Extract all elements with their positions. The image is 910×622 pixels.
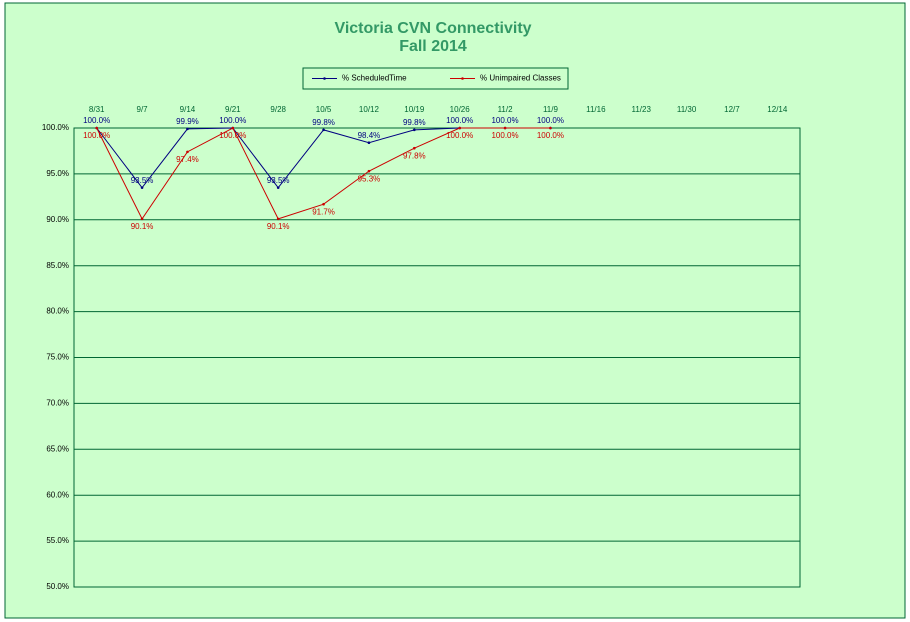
legend-label: % Unimpaired Classes bbox=[480, 74, 561, 83]
y-tick-label: 100.0% bbox=[42, 123, 69, 132]
data-label: 100.0% bbox=[219, 116, 246, 125]
data-label: 100.0% bbox=[219, 131, 246, 140]
point bbox=[186, 127, 189, 131]
data-label: 100.0% bbox=[491, 116, 518, 125]
x-tick-label: 9/28 bbox=[270, 105, 286, 114]
point bbox=[413, 128, 416, 132]
x-tick-label: 11/9 bbox=[543, 105, 559, 114]
legend bbox=[302, 67, 569, 90]
data-label: 93.5% bbox=[131, 176, 154, 185]
x-tick-label: 9/21 bbox=[225, 105, 241, 114]
data-label: 100.0% bbox=[446, 116, 473, 125]
data-label: 99.8% bbox=[403, 118, 426, 127]
point bbox=[276, 217, 280, 221]
x-tick-label: 10/5 bbox=[316, 105, 332, 114]
point bbox=[367, 169, 371, 173]
legend-marker bbox=[323, 77, 326, 80]
point bbox=[186, 150, 189, 154]
x-tick-label: 9/7 bbox=[137, 105, 149, 114]
data-label: 97.8% bbox=[403, 151, 426, 160]
x-tick-label: 11/23 bbox=[631, 105, 651, 114]
x-tick-label: 10/19 bbox=[404, 105, 425, 114]
point bbox=[549, 126, 552, 130]
point bbox=[413, 146, 416, 150]
point bbox=[276, 186, 280, 189]
y-tick-label: 85.0% bbox=[46, 261, 69, 270]
data-label: 93.5% bbox=[267, 176, 290, 185]
data-label: 98.4% bbox=[358, 131, 381, 140]
data-label: 90.1% bbox=[267, 222, 290, 231]
y-tick-label: 75.0% bbox=[46, 353, 69, 362]
data-label: 100.0% bbox=[83, 116, 110, 125]
y-tick-label: 50.0% bbox=[46, 582, 69, 591]
data-label: 99.8% bbox=[312, 118, 335, 127]
x-tick-label: 11/30 bbox=[677, 105, 697, 114]
point bbox=[458, 126, 461, 130]
point bbox=[140, 186, 144, 189]
y-tick-label: 80.0% bbox=[46, 307, 69, 316]
y-tick-label: 95.0% bbox=[46, 169, 69, 178]
point bbox=[367, 141, 371, 144]
data-label: 100.0% bbox=[537, 116, 564, 125]
chart-title: Victoria CVN Connectivity bbox=[334, 20, 531, 37]
x-tick-label: 9/14 bbox=[180, 105, 196, 114]
point bbox=[140, 217, 144, 221]
x-tick-label: 10/26 bbox=[450, 105, 471, 114]
data-label: 90.1% bbox=[131, 222, 154, 231]
x-tick-label: 8/31 bbox=[89, 105, 105, 114]
data-label: 99.9% bbox=[176, 117, 199, 126]
point bbox=[322, 128, 325, 132]
data-label: 91.7% bbox=[312, 207, 335, 216]
y-tick-label: 70.0% bbox=[46, 399, 69, 408]
data-label: 100.0% bbox=[537, 131, 564, 140]
x-tick-label: 12/14 bbox=[767, 105, 788, 114]
chart-subtitle: Fall 2014 bbox=[399, 38, 467, 55]
x-tick-label: 11/2 bbox=[498, 105, 514, 114]
y-tick-label: 65.0% bbox=[46, 444, 69, 453]
x-tick-label: 11/16 bbox=[586, 105, 606, 114]
point bbox=[503, 126, 507, 130]
legend-marker bbox=[461, 77, 464, 80]
point bbox=[95, 126, 98, 130]
y-tick-label: 55.0% bbox=[46, 536, 69, 545]
point bbox=[231, 126, 235, 130]
x-tick-label: 10/12 bbox=[359, 105, 380, 114]
point bbox=[322, 202, 325, 206]
x-tick-label: 12/7 bbox=[724, 105, 740, 114]
y-tick-label: 90.0% bbox=[46, 215, 69, 224]
data-label: 100.0% bbox=[83, 131, 110, 140]
data-label: 100.0% bbox=[446, 131, 473, 140]
data-label: 100.0% bbox=[491, 131, 518, 140]
legend-label: % ScheduledTime bbox=[342, 74, 407, 83]
data-label: 95.3% bbox=[358, 174, 381, 183]
data-label: 97.4% bbox=[176, 155, 199, 164]
y-tick-label: 60.0% bbox=[46, 490, 69, 499]
